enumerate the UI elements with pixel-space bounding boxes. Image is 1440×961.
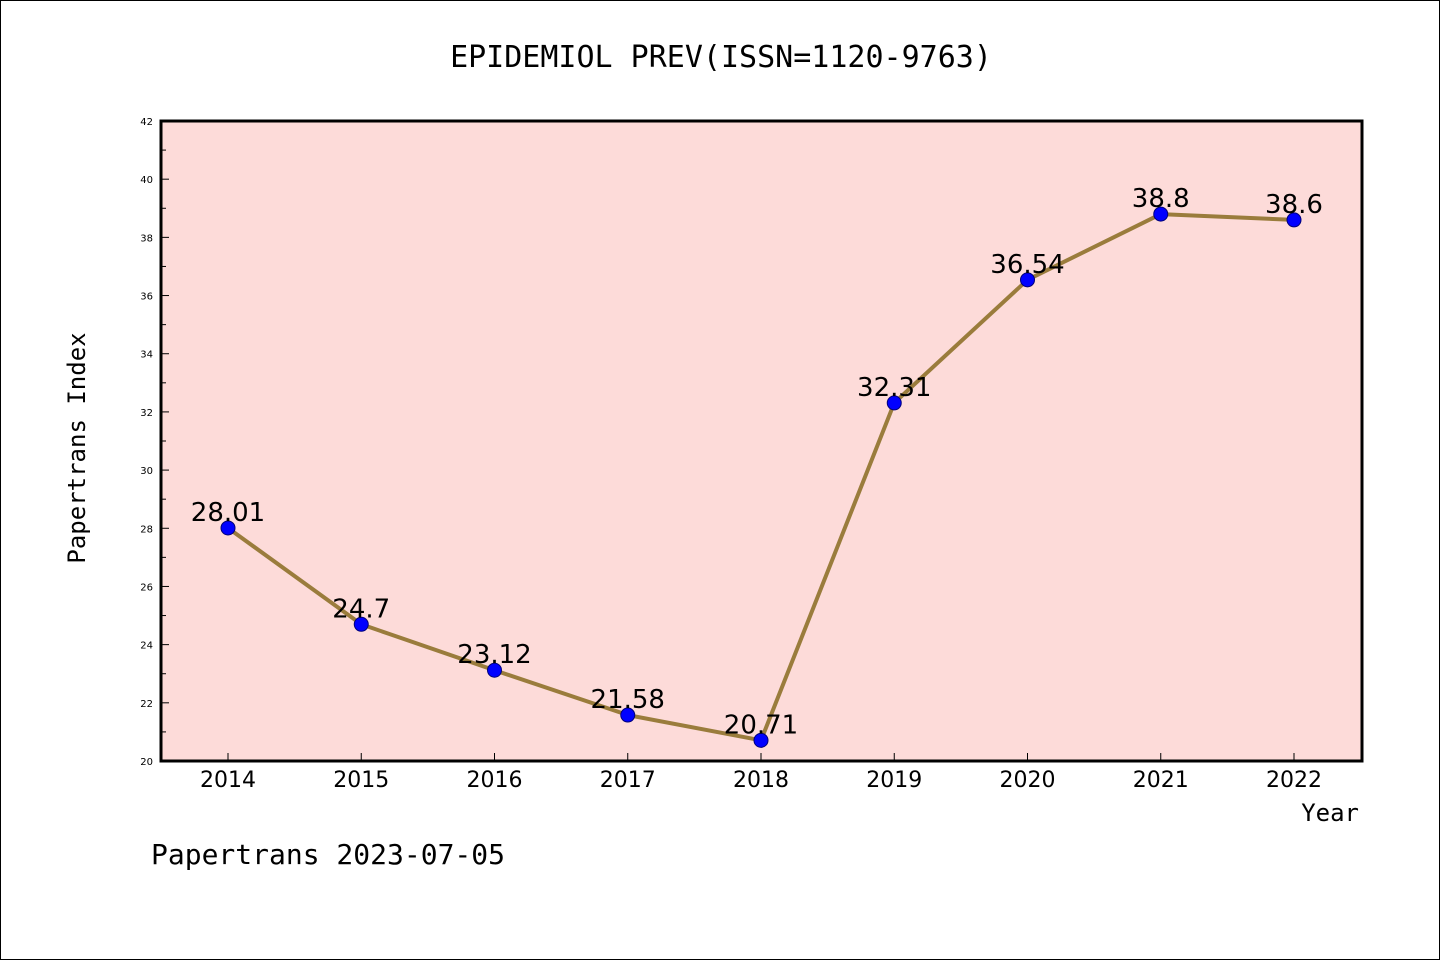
- x-tick-label: 2020: [1000, 768, 1056, 793]
- data-point[interactable]: [353, 616, 369, 632]
- data-label: 23.12: [457, 640, 531, 670]
- x-tick-label: 2017: [600, 768, 656, 793]
- data-label: 28.01: [191, 498, 265, 528]
- data-point[interactable]: [1020, 272, 1035, 288]
- data-point[interactable]: [753, 732, 769, 748]
- data-label: 20.71: [724, 710, 798, 740]
- y-tick-label: 32: [140, 408, 153, 419]
- series-markers: [220, 206, 1302, 748]
- plot-border: [159, 119, 1364, 763]
- x-axis-label: Year: [1301, 799, 1359, 827]
- data-label: 32.31: [857, 373, 931, 403]
- y-tick-label: 24: [140, 641, 153, 652]
- x-tick-label: 2019: [866, 768, 922, 793]
- x-tick-label: 2018: [733, 768, 789, 793]
- plot-area: [161, 121, 1362, 761]
- data-label: 38.8: [1132, 184, 1190, 214]
- x-tick-label: 2022: [1266, 768, 1322, 793]
- y-tick-label: 22: [140, 699, 153, 710]
- data-label: 38.6: [1265, 190, 1323, 220]
- footer-credit: Papertrans 2023-07-05: [151, 838, 505, 871]
- data-labels: 28.01 24.7 23.12 21.58 20.71 32.31 36.54 38.8 38…: [191, 184, 1323, 740]
- y-tick-label: 38: [140, 233, 153, 244]
- y-tick-label: 42: [140, 117, 153, 128]
- y-tick-label: 40: [140, 175, 153, 186]
- data-label: 36.54: [990, 250, 1064, 280]
- chart-title: EPIDEMIOL PREV(ISSN=1120-9763): [450, 40, 992, 75]
- y-tick-label: 28: [140, 524, 153, 535]
- data-point[interactable]: [1153, 206, 1169, 222]
- x-tick-label: 2016: [467, 768, 523, 793]
- data-point[interactable]: [1286, 212, 1302, 228]
- x-tick-label: 2021: [1133, 768, 1189, 793]
- data-point[interactable]: [620, 707, 636, 723]
- data-point[interactable]: [886, 395, 902, 411]
- x-tick-label: 2015: [333, 768, 389, 793]
- x-tick-label: 2014: [200, 768, 256, 793]
- data-label: 24.7: [332, 594, 390, 624]
- y-tick-label: 26: [140, 582, 153, 593]
- y-tick-label: 30: [140, 466, 153, 477]
- y-tick-label: 20: [140, 757, 153, 768]
- y-tick-label: 34: [140, 350, 153, 361]
- data-point[interactable]: [487, 662, 502, 678]
- data-point[interactable]: [220, 520, 236, 536]
- data-label: 21.58: [591, 685, 665, 715]
- y-axis-label: Papertrans Index: [63, 332, 91, 563]
- y-tick-label: 36: [140, 292, 153, 303]
